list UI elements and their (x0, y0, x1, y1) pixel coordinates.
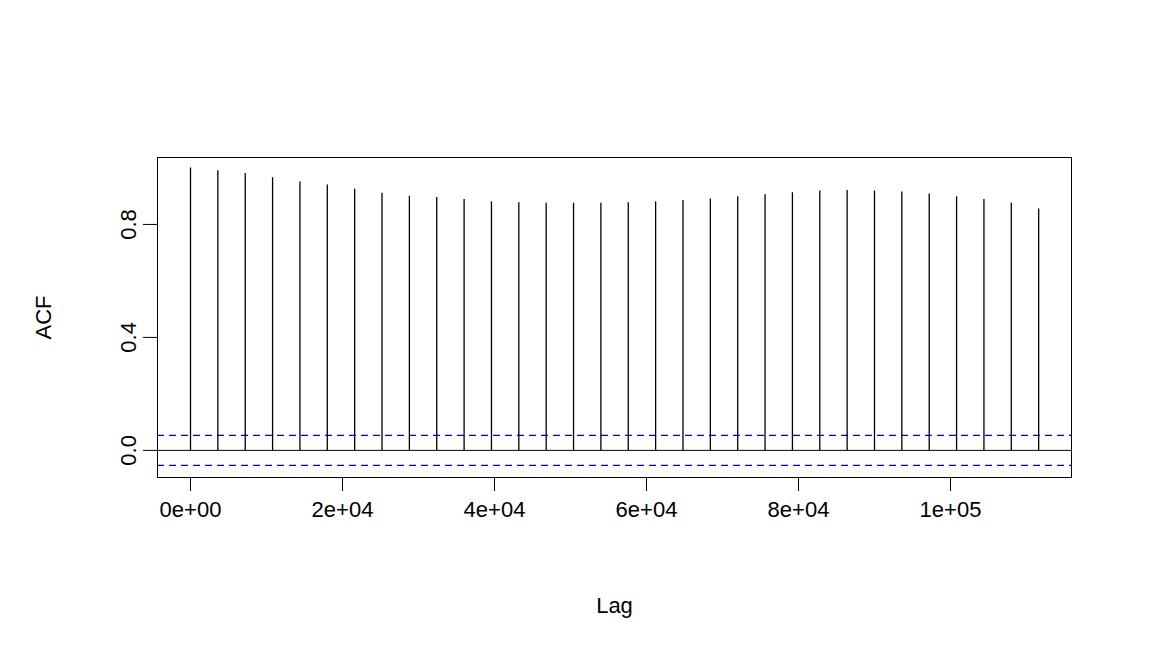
svg-text:0.8: 0.8 (116, 209, 141, 240)
svg-text:1e+05: 1e+05 (920, 497, 982, 522)
svg-text:0.0: 0.0 (116, 435, 141, 466)
svg-text:2e+04: 2e+04 (312, 497, 374, 522)
svg-text:ACF: ACF (31, 296, 56, 340)
svg-text:6e+04: 6e+04 (616, 497, 678, 522)
svg-text:0.4: 0.4 (116, 322, 141, 353)
svg-text:4e+04: 4e+04 (464, 497, 526, 522)
svg-text:0e+00: 0e+00 (160, 497, 222, 522)
svg-text:Lag: Lag (596, 593, 633, 618)
svg-text:8e+04: 8e+04 (768, 497, 830, 522)
